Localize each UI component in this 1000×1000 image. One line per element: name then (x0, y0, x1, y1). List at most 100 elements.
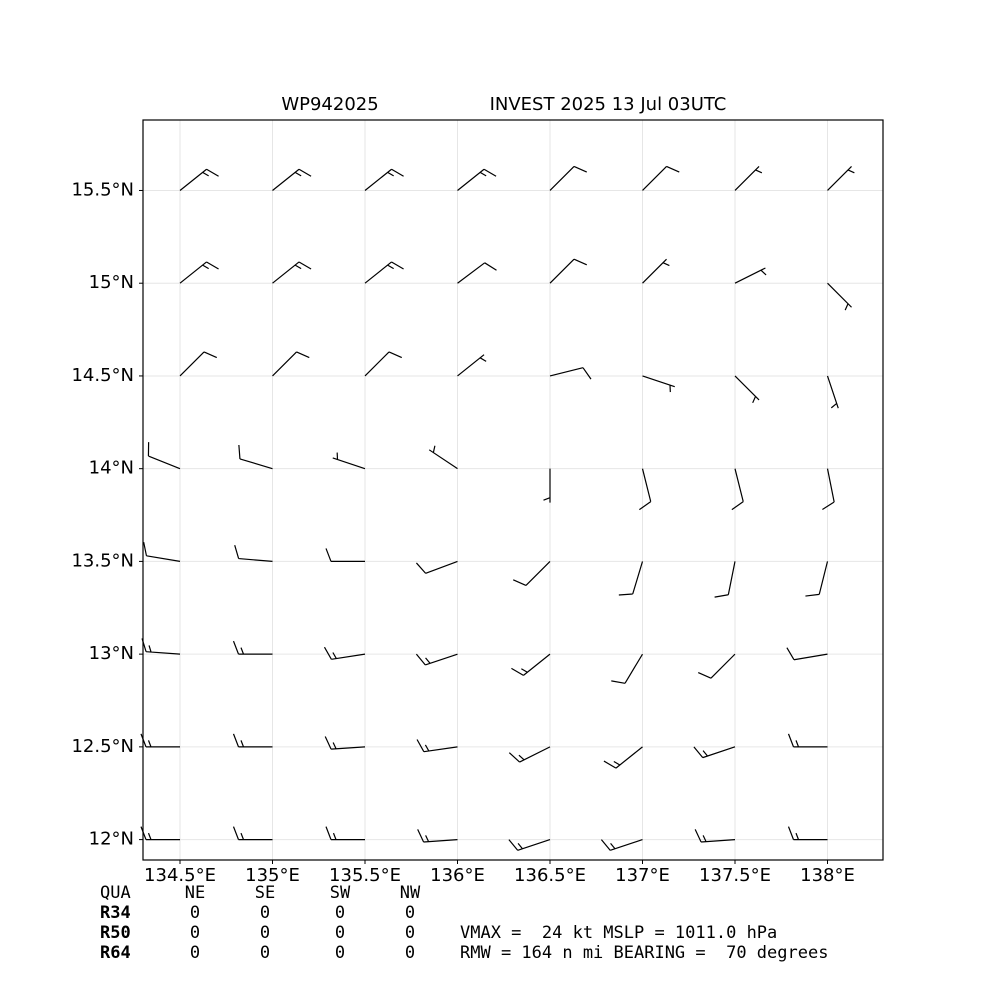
barb-shape (734, 166, 763, 191)
x-tick-label: 135.5°E (329, 865, 401, 886)
barb-shape (332, 452, 366, 470)
barb-shape (826, 375, 839, 409)
table-cell: 0 (190, 943, 200, 963)
wind-barb (417, 829, 458, 843)
x-tick-label: 136.5°E (514, 865, 586, 886)
wind-barb (428, 445, 458, 470)
plot-frame (142, 119, 884, 861)
wind-barb (415, 653, 458, 666)
title-right: INVEST 2025 13 Jul 03UTC (490, 94, 727, 115)
barb-shape (415, 560, 458, 574)
wind-barb (238, 444, 273, 470)
table-cell: 0 (335, 923, 345, 943)
barb-shape (508, 839, 551, 851)
wind-barb (143, 542, 181, 562)
barb-shape (141, 638, 181, 655)
barb-shape (364, 261, 404, 284)
wind-barb (508, 746, 551, 763)
barb-shape (549, 165, 588, 191)
wind-barb (272, 168, 312, 191)
wind-barb (693, 746, 736, 759)
wind-barb (827, 282, 852, 311)
barb-shape (140, 826, 180, 841)
wind-barb (618, 561, 644, 596)
barb-shape (787, 826, 828, 841)
y-tick-label: 13°N (89, 643, 134, 664)
wind-barb (549, 258, 588, 284)
wind-barb (734, 166, 763, 191)
wind-barb (642, 375, 675, 393)
wind-barb (826, 375, 839, 409)
barb-shape (323, 646, 366, 660)
barb-shape (364, 168, 404, 191)
barb-shape (179, 261, 219, 284)
x-tick-label: 134.5°E (144, 865, 216, 886)
barb-shape (694, 829, 736, 843)
barb-shape (822, 468, 835, 510)
table-header: SW (330, 883, 351, 903)
barb-shape (272, 168, 312, 191)
barb-shape (364, 351, 403, 377)
barb-shape (734, 267, 767, 284)
wind-barb (714, 561, 736, 598)
table-cell: 0 (190, 903, 200, 923)
barb-shape (428, 445, 458, 470)
barb-shape (787, 733, 828, 748)
wind-barb (603, 746, 643, 769)
wind-barb (272, 351, 310, 377)
row-label: R50 (100, 923, 131, 943)
wind-barb (179, 261, 219, 284)
x-tick-label: 137°E (615, 865, 670, 886)
barb-shape (603, 746, 643, 769)
x-tick-label: 136°E (430, 865, 485, 886)
barb-shape (639, 468, 652, 511)
barb-shape (786, 647, 828, 661)
x-tick-label: 138°E (800, 865, 855, 886)
barb-shape (415, 653, 458, 666)
y-tick-label: 12.5°N (71, 736, 134, 757)
y-tick-label: 14°N (89, 458, 134, 479)
x-tick-label: 137.5°E (699, 865, 771, 886)
table-cell: 0 (405, 943, 415, 963)
wind-barb (325, 826, 365, 841)
wind-barb (416, 739, 458, 753)
wind-barb (364, 261, 404, 284)
table-cell: 0 (260, 923, 270, 943)
barb-shape (549, 367, 592, 380)
table-cell: 0 (405, 903, 415, 923)
barb-shape (827, 282, 852, 311)
table-cell: 0 (260, 903, 270, 923)
wind-barb (272, 261, 312, 284)
barb-shape (272, 261, 312, 284)
y-tick-label: 14.5°N (71, 365, 134, 386)
barb-shape (714, 561, 736, 598)
table-cell: 0 (335, 903, 345, 923)
barb-shape (642, 165, 680, 191)
wind-barb (232, 640, 273, 655)
wind-barb (786, 647, 828, 661)
wind-barb (140, 826, 180, 841)
y-tick-label: 12°N (89, 829, 134, 850)
title-left: WP942025 (281, 94, 378, 115)
barb-shape (179, 351, 218, 377)
wind-barb (147, 442, 181, 470)
wind-barb (141, 638, 181, 655)
info-line: RMW = 164 n mi BEARING = 70 degrees (460, 943, 828, 963)
barb-shape (416, 739, 458, 753)
wind-barb (694, 829, 736, 843)
y-tick-label: 15.5°N (71, 179, 134, 200)
barb-shape (457, 262, 497, 284)
table-cell: 0 (405, 923, 415, 943)
barb-shape (600, 839, 643, 851)
barb-shape (642, 258, 670, 284)
barb-shape (238, 444, 273, 470)
wind-barb (234, 545, 273, 563)
barb-shape (232, 826, 273, 841)
wind-barb (600, 839, 643, 851)
barb-shape (731, 468, 744, 511)
wind-barb (179, 351, 218, 377)
wind-barb (787, 826, 828, 841)
wind-barb (325, 548, 365, 563)
wind-barb (822, 468, 835, 510)
